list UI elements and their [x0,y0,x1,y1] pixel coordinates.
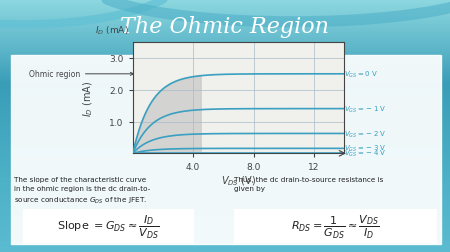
Text: The slope of the characteristic curve
in the ohmic region is the dc drain-to-
so: The slope of the characteristic curve in… [14,176,150,206]
Text: $R_{DS} = \dfrac{1}{G_{DS}} \approx \dfrac{V_{DS}}{I_D}$: $R_{DS} = \dfrac{1}{G_{DS}} \approx \dfr… [291,213,379,240]
Text: $V_{GS} = -4$ V: $V_{GS} = -4$ V [344,149,387,159]
Text: $V_{GS} = -2$ V: $V_{GS} = -2$ V [344,129,387,139]
Text: $I_D$ (mA): $I_D$ (mA) [81,80,94,116]
Text: The Ohmic Region: The Ohmic Region [121,16,329,37]
Text: Thus, the dc drain-to-source resistance is
given by: Thus, the dc drain-to-source resistance … [234,176,383,191]
Text: Ohmic region: Ohmic region [29,70,133,79]
Text: $V_{GS} = -3$ V: $V_{GS} = -3$ V [344,144,387,154]
Text: $I_D$ (mA): $I_D$ (mA) [94,25,128,37]
Text: $V_{GS} = 0$ V: $V_{GS} = 0$ V [344,70,378,80]
Bar [11,55,441,244]
Text: $V_{DS}$ (V): $V_{DS}$ (V) [221,174,256,187]
Text: Slope $= G_{DS} \approx \dfrac{I_D}{V_{DS}}$: Slope $= G_{DS} \approx \dfrac{I_D}{V_{D… [57,213,159,240]
Text: $V_{GS} = -1$ V: $V_{GS} = -1$ V [344,104,387,114]
